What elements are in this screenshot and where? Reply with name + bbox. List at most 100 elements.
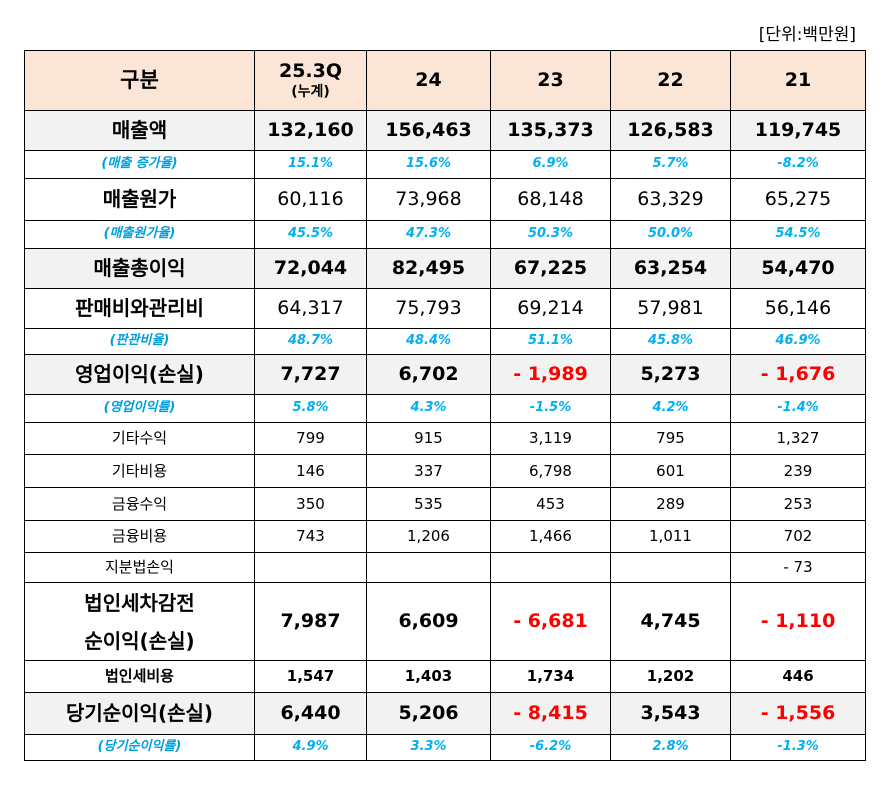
value-cell: 6,702 xyxy=(366,354,491,395)
value-cell: 54,470 xyxy=(730,248,866,289)
row-label: 기타수익 xyxy=(24,422,255,455)
header-line: (누계) xyxy=(291,83,330,100)
table-row: (매출 증가율) 15.1% 15.6% 6.9% 5.7% -8.2% xyxy=(24,150,866,179)
value-cell: - 1,989 xyxy=(490,354,611,395)
value-cell: 119,745 xyxy=(730,110,866,151)
value-cell: 132,160 xyxy=(254,110,367,151)
value-cell: 68,148 xyxy=(490,178,611,221)
value-cell: 15.1% xyxy=(254,150,367,179)
header-row: 구분 25.3Q (누계) 24 23 22 21 xyxy=(24,50,866,111)
value-cell: 350 xyxy=(254,487,367,521)
value-cell: 82,495 xyxy=(366,248,491,289)
row-label: (영업이익률) xyxy=(24,394,255,423)
value-cell: 5,273 xyxy=(610,354,731,395)
value-cell: 45.5% xyxy=(254,220,367,249)
value-cell: 743 xyxy=(254,520,367,553)
value-cell: 2.8% xyxy=(610,734,731,761)
value-cell: 126,583 xyxy=(610,110,731,151)
row-label-line: 순이익(손실) xyxy=(84,628,195,653)
row-label: 영업이익(손실) xyxy=(24,354,255,395)
value-cell: -1.5% xyxy=(490,394,611,423)
value-cell: 915 xyxy=(366,422,491,455)
value-cell: 5,206 xyxy=(366,692,491,735)
row-label: 금융비용 xyxy=(24,520,255,553)
value-cell: 337 xyxy=(366,454,491,488)
value-cell: 51.1% xyxy=(490,328,611,355)
value-cell: 60,116 xyxy=(254,178,367,221)
value-cell: 1,403 xyxy=(366,660,491,693)
value-cell: 1,202 xyxy=(610,660,731,693)
table-row: 금융수익 350 535 453 289 253 xyxy=(24,487,866,521)
table-row: 매출총이익 72,044 82,495 67,225 63,254 54,470 xyxy=(24,248,866,289)
value-cell: 156,463 xyxy=(366,110,491,151)
value-cell: 253 xyxy=(730,487,866,521)
value-cell: 6,609 xyxy=(366,582,491,661)
row-label: 당기순이익(손실) xyxy=(24,692,255,735)
value-cell xyxy=(254,552,367,583)
header-cell: 25.3Q (누계) xyxy=(254,50,367,111)
value-cell: 4,745 xyxy=(610,582,731,661)
value-cell: 1,206 xyxy=(366,520,491,553)
value-cell: 799 xyxy=(254,422,367,455)
value-cell: 6,440 xyxy=(254,692,367,735)
table-row: (당기순이익률) 4.9% 3.3% -6.2% 2.8% -1.3% xyxy=(24,734,866,761)
value-cell: -1.3% xyxy=(730,734,866,761)
value-cell: 289 xyxy=(610,487,731,521)
value-cell: -1.4% xyxy=(730,394,866,423)
value-cell: 3,543 xyxy=(610,692,731,735)
value-cell: 1,327 xyxy=(730,422,866,455)
row-label: 기타비용 xyxy=(24,454,255,488)
header-cell: 23 xyxy=(490,50,611,111)
value-cell: -6.2% xyxy=(490,734,611,761)
value-cell: 453 xyxy=(490,487,611,521)
value-cell: 45.8% xyxy=(610,328,731,355)
value-cell: 6.9% xyxy=(490,150,611,179)
row-label: 법인세비용 xyxy=(24,660,255,693)
header-cell: 24 xyxy=(366,50,491,111)
header-cell: 22 xyxy=(610,50,731,111)
value-cell: - 1,676 xyxy=(730,354,866,395)
value-cell: 5.8% xyxy=(254,394,367,423)
value-cell: 6,798 xyxy=(490,454,611,488)
value-cell: 65,275 xyxy=(730,178,866,221)
value-cell: 15.6% xyxy=(366,150,491,179)
header-cell: 21 xyxy=(730,50,866,111)
value-cell: 69,214 xyxy=(490,288,611,329)
value-cell: 47.3% xyxy=(366,220,491,249)
value-cell: 239 xyxy=(730,454,866,488)
table-row: 영업이익(손실) 7,727 6,702- 1,989 5,273- 1,676 xyxy=(24,354,866,395)
value-cell: 72,044 xyxy=(254,248,367,289)
value-cell: 1,011 xyxy=(610,520,731,553)
value-cell: 63,254 xyxy=(610,248,731,289)
value-cell: -8.2% xyxy=(730,150,866,179)
table-row: 법인세비용 1,547 1,403 1,734 1,202 446 xyxy=(24,660,866,693)
value-cell: - 73 xyxy=(730,552,866,583)
value-cell: - 1,556 xyxy=(730,692,866,735)
value-cell: 7,727 xyxy=(254,354,367,395)
value-cell: 3.3% xyxy=(366,734,491,761)
table-row: 기타수익 799 915 3,119 795 1,327 xyxy=(24,422,866,455)
value-cell: 54.5% xyxy=(730,220,866,249)
header-cell: 구분 xyxy=(24,50,255,111)
row-label: 금융수익 xyxy=(24,487,255,521)
value-cell: 75,793 xyxy=(366,288,491,329)
value-cell: 5.7% xyxy=(610,150,731,179)
header-line: 25.3Q xyxy=(278,59,343,82)
value-cell: - 1,110 xyxy=(730,582,866,661)
row-label: 매출원가 xyxy=(24,178,255,221)
row-label: 지분법손익 xyxy=(24,552,255,583)
value-cell: 4.3% xyxy=(366,394,491,423)
table-row: 기타비용 146 337 6,798 601 239 xyxy=(24,454,866,488)
row-label: (매출 증가율) xyxy=(24,150,255,179)
row-label: 매출액 xyxy=(24,110,255,151)
row-label: (매출원가율) xyxy=(24,220,255,249)
value-cell: 3,119 xyxy=(490,422,611,455)
value-cell: 795 xyxy=(610,422,731,455)
value-cell: 57,981 xyxy=(610,288,731,329)
table-row: 판매비와관리비 64,317 75,793 69,214 57,981 56,146 xyxy=(24,288,866,329)
value-cell: 46.9% xyxy=(730,328,866,355)
row-label-line: 법인세차감전 xyxy=(84,590,195,615)
row-label: 매출총이익 xyxy=(24,248,255,289)
value-cell: - 8,415 xyxy=(490,692,611,735)
